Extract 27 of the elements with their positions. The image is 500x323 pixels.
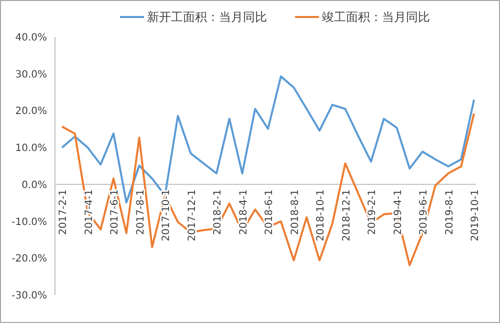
x-tick-label: 2018-12-1 [341,189,352,242]
y-tick-label: 10.0% [15,143,47,154]
x-tick-label: 2019-2-1 [367,189,378,235]
x-tick-label: 2017-8-1 [135,189,146,235]
x-tick-label: 2019-6-1 [418,189,430,235]
y-tick-label: 0.0% [22,180,47,191]
x-tick-label: 2018-8-1 [290,189,301,235]
x-tick-label: 2017-12-1 [186,189,198,242]
x-tick-label: 2018-4-1 [238,189,250,235]
x-tick-label: 2018-2-1 [212,189,224,235]
x-tick-label: 2018-10-1 [316,189,326,242]
y-tick-label: 20.0% [15,106,47,118]
y-tick-label: 40.0% [15,32,47,44]
y-tick-label: -20.0% [12,254,47,265]
x-tick-label: 2017-4-1 [84,189,95,235]
y-tick-label: 30.0% [15,69,47,80]
x-tick-label: 2018-6-1 [264,189,275,235]
y-tick-label: -30.0% [12,290,47,302]
x-tick-label: 2019-4-1 [392,189,404,235]
x-tick-label: 2017-6-1 [110,189,120,235]
legend-label: 新开工面积：当月同比 [147,10,267,24]
x-tick-label: 2017-2-1 [58,189,69,235]
x-tick-label: 2019-8-1 [444,189,456,235]
x-tick-label: 2017-10-1 [161,189,172,242]
y-tick-label: -10.0% [12,216,47,228]
x-tick-label: 2019-10-1 [470,189,481,242]
legend-label: 竣工面积：当月同比 [322,10,430,24]
